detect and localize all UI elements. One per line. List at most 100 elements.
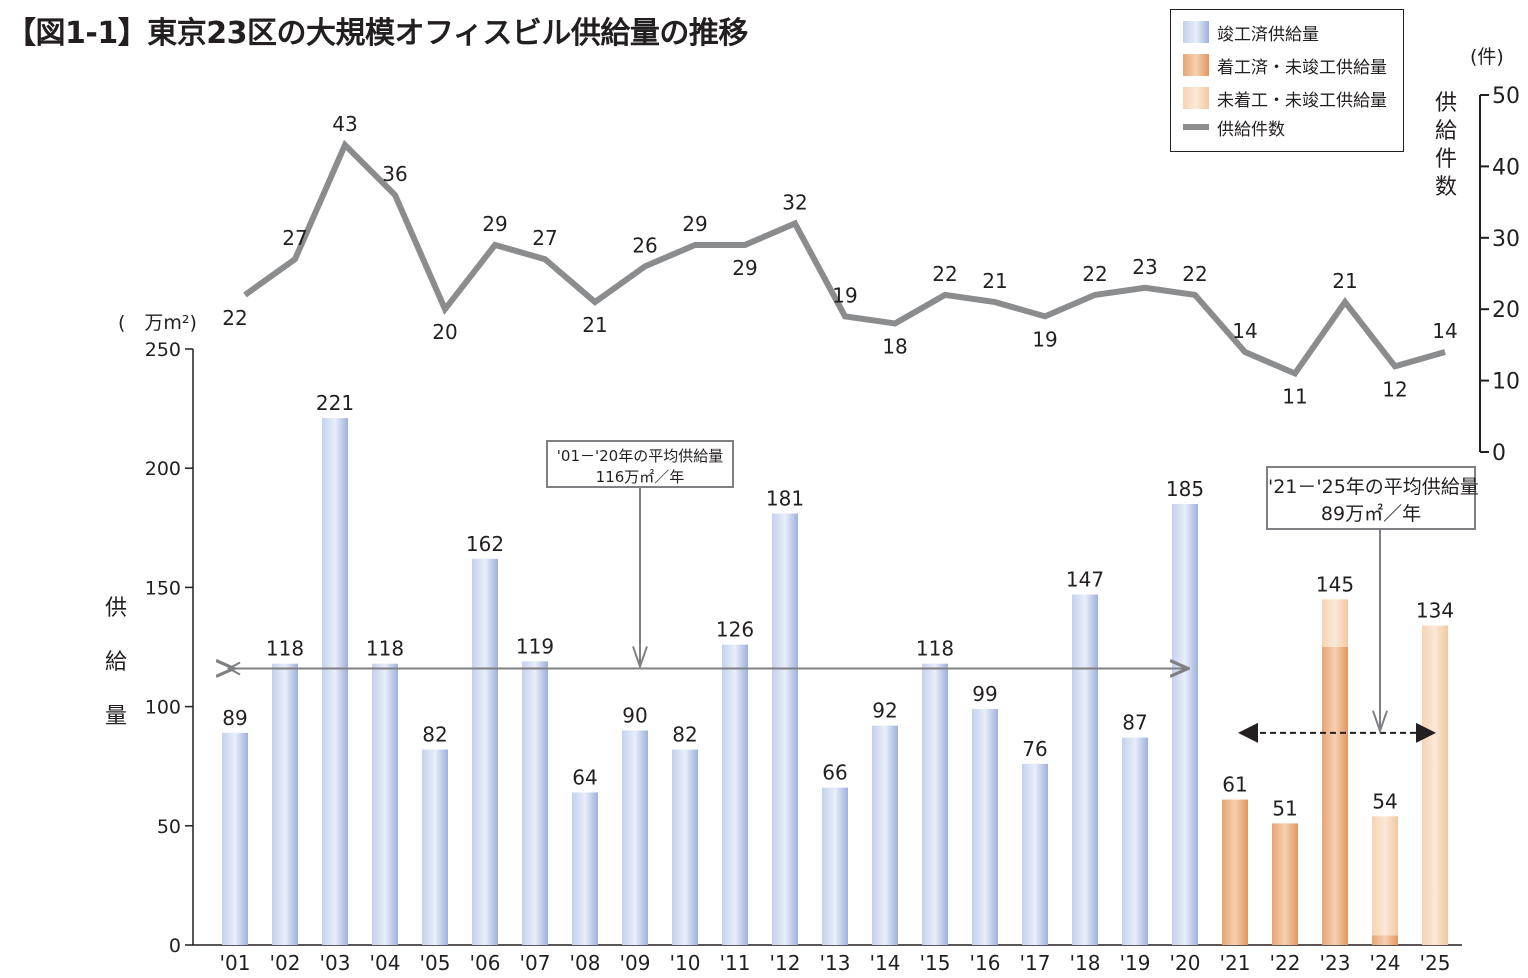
avg-annotation-2021-2025-line2: 89万㎡／年 <box>1320 503 1422 525</box>
count-value-label: 27 <box>532 226 557 250</box>
bar-completed <box>822 787 848 945</box>
bar-completed <box>1172 503 1198 945</box>
left-axis-tick-label: 150 <box>145 577 181 599</box>
right-axis-label-char-1: 供 <box>1434 91 1457 116</box>
bar-value-label: 64 <box>572 765 597 789</box>
bar-value-label: 87 <box>1122 711 1147 735</box>
legend-label-not-started: 未着工・未竣工供給量 <box>1217 90 1387 111</box>
x-axis-tick-label: '08 <box>570 951 601 975</box>
bar-not-started <box>1322 599 1348 647</box>
bar-value-label: 134 <box>1416 599 1454 623</box>
avg-pointer-2001-2020-arrowhead <box>632 646 648 670</box>
count-value-label: 27 <box>282 226 307 250</box>
bar-completed <box>1122 737 1148 945</box>
count-value-label: 22 <box>1082 262 1107 286</box>
left-axis-tick-label: 50 <box>157 816 181 838</box>
count-value-label: 18 <box>882 334 907 358</box>
bar-value-label: 181 <box>766 486 804 510</box>
right-axis-tick-label: 50 <box>1492 84 1520 109</box>
legend-swatch-not-started <box>1183 87 1209 109</box>
x-axis-tick-label: '13 <box>820 951 851 975</box>
legend-item-not-started: 未着工・未竣工供給量 <box>1183 85 1387 111</box>
x-axis-tick-label: '16 <box>970 951 1001 975</box>
x-axis-tick-label: '11 <box>720 951 751 975</box>
right-axis-label-char-4: 数 <box>1434 175 1457 200</box>
avg-annotation-2001-2020-line1: '01－'20年の平均供給量 <box>556 447 724 465</box>
bar-not-started <box>1372 816 1398 936</box>
x-axis-tick-label: '14 <box>870 951 901 975</box>
count-value-label: 14 <box>1432 319 1457 343</box>
bar-completed <box>222 732 248 945</box>
avg-annotation-2001-2020-line2: 116万㎡／年 <box>595 468 685 486</box>
bar-value-label: 99 <box>972 682 997 706</box>
x-axis-tick-label: '02 <box>270 951 301 975</box>
count-value-label: 14 <box>1232 319 1257 343</box>
left-axis-unit: ( 万m²) <box>118 312 197 334</box>
bar-value-label: 82 <box>422 723 447 747</box>
x-axis-tick-label: '05 <box>420 951 451 975</box>
left-axis-tick-label: 200 <box>145 458 181 480</box>
count-value-label: 22 <box>222 306 247 330</box>
bar-value-label: 90 <box>622 703 647 727</box>
bar-value-label: 82 <box>672 723 697 747</box>
bar-value-label: 61 <box>1222 773 1247 797</box>
count-value-label: 19 <box>832 283 857 307</box>
x-axis-tick-label: '01 <box>220 951 251 975</box>
x-axis-tick-label: '15 <box>920 951 951 975</box>
legend-item-under-construction: 着工済・未竣工供給量 <box>1183 52 1387 78</box>
count-value-label: 23 <box>1132 255 1157 279</box>
x-axis-tick-label: '06 <box>470 951 501 975</box>
bar-under-construction <box>1372 935 1398 945</box>
bar-not-started <box>1422 625 1448 945</box>
legend: 竣工済供給量 着工済・未竣工供給量 未着工・未竣工供給量 供給件数 <box>1170 9 1404 152</box>
bar-value-label: 66 <box>822 761 847 785</box>
x-axis-tick-label: '07 <box>520 951 551 975</box>
bar-completed <box>322 418 348 945</box>
x-axis-tick-label: '21 <box>1220 951 1251 975</box>
count-value-label: 19 <box>1032 327 1057 351</box>
left-axis-tick-label: 0 <box>169 935 181 957</box>
bar-value-label: 126 <box>716 618 754 642</box>
bar-under-construction <box>1272 823 1298 945</box>
x-axis-tick-label: '03 <box>320 951 351 975</box>
x-axis-tick-label: '17 <box>1020 951 1051 975</box>
bar-completed <box>672 749 698 945</box>
avg-annotation-2021-2025-line1: '21－'25年の平均供給量 <box>1268 476 1479 498</box>
count-value-label: 12 <box>1382 377 1407 401</box>
bar-completed <box>1072 594 1098 945</box>
bar-completed <box>772 513 798 945</box>
bar-completed <box>922 663 948 945</box>
bar-value-label: 89 <box>222 706 247 730</box>
chart-title: 【図1-1】東京23区の大規模オフィスビル供給量の推移 <box>6 16 748 51</box>
bar-value-label: 221 <box>316 391 354 415</box>
bar-value-label: 162 <box>466 532 504 556</box>
legend-label-under-construction: 着工済・未竣工供給量 <box>1217 57 1387 78</box>
legend-swatch-count <box>1183 124 1209 130</box>
bar-value-label: 119 <box>516 634 554 658</box>
bar-value-label: 145 <box>1316 572 1354 596</box>
bar-value-label: 185 <box>1166 477 1204 501</box>
bar-completed <box>872 725 898 945</box>
bar-under-construction <box>1322 647 1348 945</box>
count-value-label: 11 <box>1282 384 1307 408</box>
count-value-label: 29 <box>682 212 707 236</box>
bar-value-label: 76 <box>1022 737 1047 761</box>
right-axis-tick-label: 20 <box>1492 298 1520 323</box>
bar-completed <box>522 661 548 945</box>
x-axis-tick-label: '19 <box>1120 951 1151 975</box>
count-value-label: 43 <box>332 112 357 136</box>
right-axis-tick-label: 30 <box>1492 227 1520 252</box>
x-axis-tick-label: '23 <box>1320 951 1351 975</box>
x-axis-tick-label: '24 <box>1370 951 1401 975</box>
x-axis-tick-label: '22 <box>1270 951 1301 975</box>
bar-value-label: 51 <box>1272 796 1297 820</box>
right-axis-unit: (件) <box>1470 46 1504 68</box>
count-value-label: 22 <box>1182 262 1207 286</box>
count-value-label: 29 <box>732 256 757 280</box>
bar-value-label: 147 <box>1066 568 1104 592</box>
legend-swatch-completed <box>1183 21 1209 43</box>
bar-completed <box>472 558 498 945</box>
bar-value-label: 54 <box>1372 789 1397 813</box>
legend-label-completed: 竣工済供給量 <box>1217 24 1319 45</box>
